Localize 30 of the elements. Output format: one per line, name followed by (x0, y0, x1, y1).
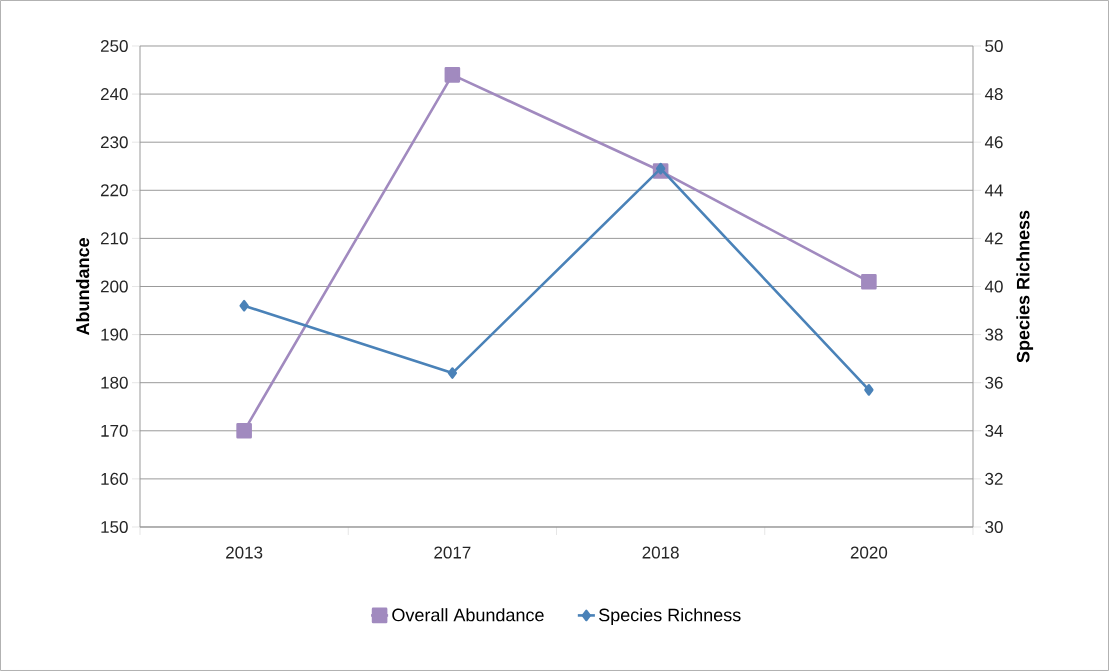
y2-tick-label: 36 (985, 376, 1003, 389)
y2-tick-label: 38 (985, 328, 1003, 341)
y2-tick-label: 42 (984, 232, 1003, 245)
y2-tick-label: 32 (985, 472, 1003, 485)
y2-tick-label: 30 (985, 520, 1003, 534)
y-tick-label: 190 (101, 328, 128, 341)
y-tick-label: 200 (100, 280, 128, 293)
y2-axis-title: Species Richness (1016, 210, 1034, 363)
x-tick-label: 2018 (642, 546, 679, 559)
legend-label: Overall Abundance (392, 608, 544, 622)
x-tick-label: 2013 (226, 546, 263, 559)
y-tick-label: 210 (100, 232, 128, 245)
x-tick-label: 2020 (850, 546, 888, 559)
y-tick-label: 240 (100, 88, 128, 101)
y2-tick-label: 50 (985, 39, 1003, 53)
y-axis-title: Abundance (76, 238, 90, 336)
y-tick-label: 250 (100, 39, 128, 53)
y-tick-label: 170 (101, 424, 128, 437)
x-tick-label: 2017 (434, 546, 471, 559)
y-tick-label: 150 (101, 520, 128, 534)
y2-tick-label: 44 (984, 184, 1003, 197)
y-tick-label: 180 (101, 376, 128, 389)
y2-tick-label: 48 (984, 88, 1003, 101)
y-tick-label: 230 (100, 136, 128, 149)
y2-tick-label: 40 (984, 280, 1003, 293)
legend-label: Species Richness (599, 608, 741, 625)
y2-tick-label: 34 (985, 424, 1003, 437)
y-tick-label: 160 (101, 472, 128, 485)
y-tick-label: 220 (100, 184, 128, 197)
y2-tick-label: 46 (984, 136, 1003, 149)
